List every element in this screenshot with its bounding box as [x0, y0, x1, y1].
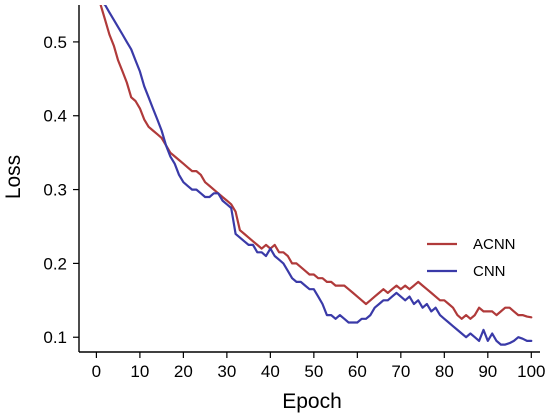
series-line-cnn: [103, 5, 533, 346]
x-tick-label: 100: [517, 362, 545, 381]
legend-label-acnn: ACNN: [473, 236, 516, 253]
y-tick-label: 0.5: [43, 33, 67, 52]
x-tick-label: 0: [92, 362, 101, 381]
axes: [73, 5, 540, 358]
x-tick-label: 80: [435, 362, 454, 381]
series-line-acnn: [99, 5, 533, 320]
legend-label-cnn: CNN: [473, 263, 506, 280]
x-tick-label: 70: [391, 362, 410, 381]
x-tick-label: 90: [478, 362, 497, 381]
x-tick-label: 30: [217, 362, 236, 381]
y-tick-label: 0.1: [43, 328, 67, 347]
legend: ACNN CNN: [427, 236, 516, 280]
x-tick-label: 20: [174, 362, 193, 381]
y-tick-label: 0.4: [43, 107, 67, 126]
x-tick-label: 60: [348, 362, 367, 381]
y-tick-label: 0.2: [43, 254, 67, 273]
x-tick-label: 10: [130, 362, 149, 381]
x-tick-label: 40: [261, 362, 280, 381]
x-tick-label: 50: [304, 362, 323, 381]
y-tick-label: 0.3: [43, 181, 67, 200]
x-axis-title: Epoch: [282, 390, 342, 413]
tick-labels: 0 10 20 30 40 50 60 70 80 90 100 0.1 0.2 0.3 0.4 0.5: [43, 33, 545, 381]
series-layer: [99, 5, 533, 346]
y-axis-title: Loss: [2, 155, 25, 199]
